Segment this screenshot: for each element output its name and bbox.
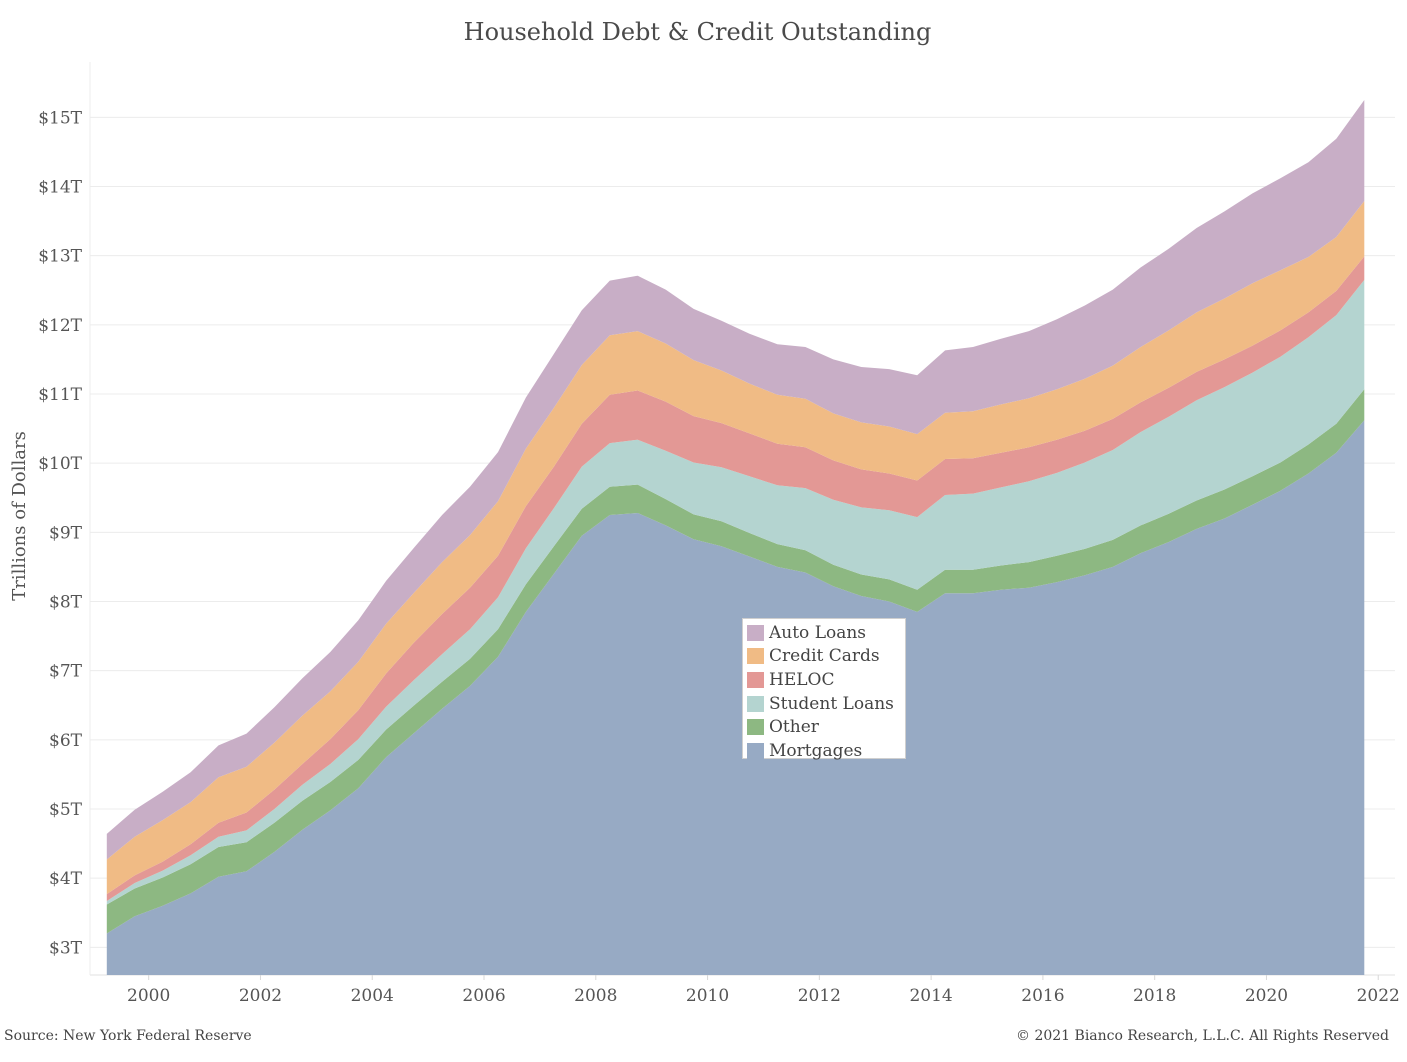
area-student-loans <box>106 279 1365 905</box>
legend-swatch <box>747 742 764 759</box>
copyright-note: © 2021 Bianco Research, L.L.C. All Right… <box>1016 1028 1389 1044</box>
y-tick-label: $3T <box>49 938 83 958</box>
x-tick-label: 2022 <box>1357 986 1400 1006</box>
legend-swatch <box>747 695 764 712</box>
source-note: Source: New York Federal Reserve <box>4 1028 252 1044</box>
x-axis: 2000 2002 2004 2006 2008 2010 2012 2014 2016 2018… <box>127 975 1400 1006</box>
legend-item-student-loans: Student Loans <box>747 692 905 716</box>
legend-label: Auto Loans <box>769 622 867 643</box>
x-tick-label: 2016 <box>1021 986 1064 1006</box>
legend-label: Credit Cards <box>769 646 880 667</box>
legend-label: Student Loans <box>769 693 894 714</box>
x-tick-label: 2002 <box>239 986 282 1006</box>
y-tick-label: $15T <box>38 108 82 128</box>
y-tick-label: $8T <box>49 593 83 613</box>
x-tick-label: 2004 <box>351 986 394 1006</box>
y-tick-label: $13T <box>38 247 82 267</box>
y-tick-label: $9T <box>49 523 83 543</box>
y-tick-label: $10T <box>38 454 82 474</box>
y-tick-label: $12T <box>38 316 82 336</box>
x-tick-label: 2014 <box>909 986 952 1006</box>
y-tick-label: $7T <box>49 662 83 682</box>
legend-item-auto-loans: Auto Loans <box>747 621 905 645</box>
legend-label: HELOC <box>769 669 835 690</box>
legend-swatch <box>747 719 764 736</box>
legend-item-heloc: HELOC <box>747 668 905 692</box>
x-tick-label: 2000 <box>127 986 170 1006</box>
y-tick-label: $11T <box>38 385 82 405</box>
chart-title: Household Debt & Credit Outstanding <box>463 18 932 46</box>
legend-item-mortgages: Mortgages <box>747 739 905 763</box>
y-axis-label: Trillions of Dollars <box>9 431 30 601</box>
x-tick-label: 2018 <box>1133 986 1176 1006</box>
stacked-areas <box>106 100 1365 975</box>
area-mortgages <box>106 420 1365 975</box>
y-tick-label: $14T <box>38 178 82 198</box>
x-tick-label: 2020 <box>1245 986 1288 1006</box>
legend-swatch <box>747 624 764 641</box>
legend: Auto Loans Credit Cards HELOC Student Lo… <box>742 618 906 761</box>
legend-swatch <box>747 648 764 665</box>
legend-swatch <box>747 671 764 688</box>
x-tick-label: 2008 <box>574 986 617 1006</box>
legend-item-other: Other <box>747 715 905 739</box>
x-tick-label: 2010 <box>686 986 729 1006</box>
legend-label: Mortgages <box>769 740 863 761</box>
y-tick-label: $6T <box>49 731 83 751</box>
y-axis: $3T $4T $5T $6T $7T $8T $9T $10T $11T $12T $13T $14… <box>38 108 82 958</box>
x-tick-label: 2012 <box>798 986 841 1006</box>
legend-item-credit-cards: Credit Cards <box>747 645 905 669</box>
y-tick-label: $4T <box>49 869 83 889</box>
y-tick-label: $5T <box>49 800 83 820</box>
x-tick-label: 2006 <box>462 986 505 1006</box>
legend-label: Other <box>769 717 819 738</box>
